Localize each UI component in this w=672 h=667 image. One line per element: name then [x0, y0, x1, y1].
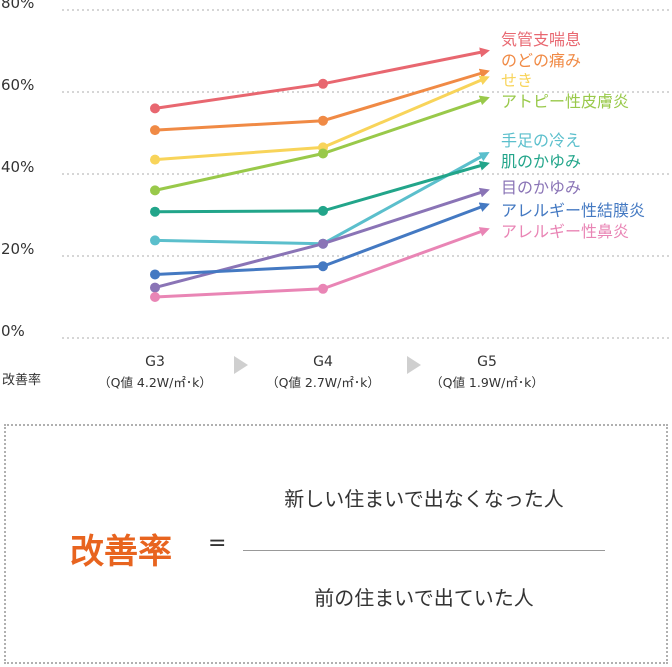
data-point — [150, 103, 160, 114]
formula-box — [4, 424, 668, 664]
fraction-bar — [243, 550, 605, 551]
x-category-label: G4 — [313, 354, 333, 370]
series-line — [154, 160, 490, 214]
formula-equals: = — [208, 531, 227, 556]
data-point — [150, 125, 160, 136]
grid-lines — [62, 9, 672, 339]
series-labels: 気管支喘息のどの痛みせきアトピー性皮膚炎手足の冷え肌のかゆみ目のかゆみアレルギー… — [501, 30, 645, 241]
series-label: アレルギー性結膜炎 — [501, 201, 645, 220]
formula-numerator: 新しい住まいで出なくなった人 — [284, 487, 564, 511]
series-label: せき — [501, 71, 533, 90]
y-tick-label: 0% — [1, 322, 25, 340]
series-label: アトピー性皮膚炎 — [501, 92, 629, 111]
data-point — [318, 205, 328, 216]
data-point — [318, 238, 328, 249]
data-point — [150, 269, 160, 280]
y-tick-label: 20% — [1, 240, 34, 258]
series-lines — [150, 47, 490, 302]
formula-denominator: 前の住まいで出ていた人 — [314, 586, 534, 610]
data-point — [150, 185, 160, 196]
formula-term: 改善率 — [70, 532, 172, 572]
data-point — [318, 261, 328, 272]
y-tick-label: 80% — [1, 0, 34, 12]
series-label: 肌のかゆみ — [501, 152, 581, 171]
data-point — [318, 148, 328, 159]
data-point — [318, 283, 328, 294]
x-category-label: G5 — [477, 354, 497, 370]
series-label: のどの痛み — [501, 51, 581, 70]
series-line — [154, 152, 490, 246]
progression-arrow-icon — [234, 356, 248, 374]
improvement-rate-chart: 0% 20% 40% 60% 80% 気管支喘息のどの痛みせきアトピー性皮膚炎手足の冷え… — [1, 0, 672, 390]
y-tick-label: 40% — [1, 158, 34, 176]
data-point — [318, 115, 328, 126]
x-category-subtitle: （Q値 1.9W/㎡･k） — [430, 375, 544, 390]
series-label: 手足の冷え — [501, 131, 581, 150]
series-label: 目のかゆみ — [501, 178, 581, 197]
x-category-label: G3 — [145, 354, 165, 370]
y-axis-label: 改善率 — [2, 372, 41, 388]
data-point — [150, 282, 160, 293]
series-label: 気管支喘息 — [501, 30, 581, 49]
data-point — [150, 154, 160, 165]
data-point — [150, 206, 160, 217]
progression-arrow-icon — [407, 356, 421, 374]
data-point — [318, 78, 328, 89]
y-tick-label: 60% — [1, 76, 34, 94]
data-point — [150, 292, 160, 302]
y-axis-ticks: 0% 20% 40% 60% 80% — [1, 0, 34, 340]
x-category-subtitle: （Q値 2.7W/㎡･k） — [266, 375, 380, 390]
data-point — [150, 235, 160, 246]
x-axis-categories: G3 （Q値 4.2W/㎡･k） G4 （Q値 2.7W/㎡･k） G5 （Q値 1.9W… — [98, 354, 544, 390]
x-category-subtitle: （Q値 4.2W/㎡･k） — [98, 375, 212, 390]
series-label: アレルギー性鼻炎 — [501, 222, 629, 241]
